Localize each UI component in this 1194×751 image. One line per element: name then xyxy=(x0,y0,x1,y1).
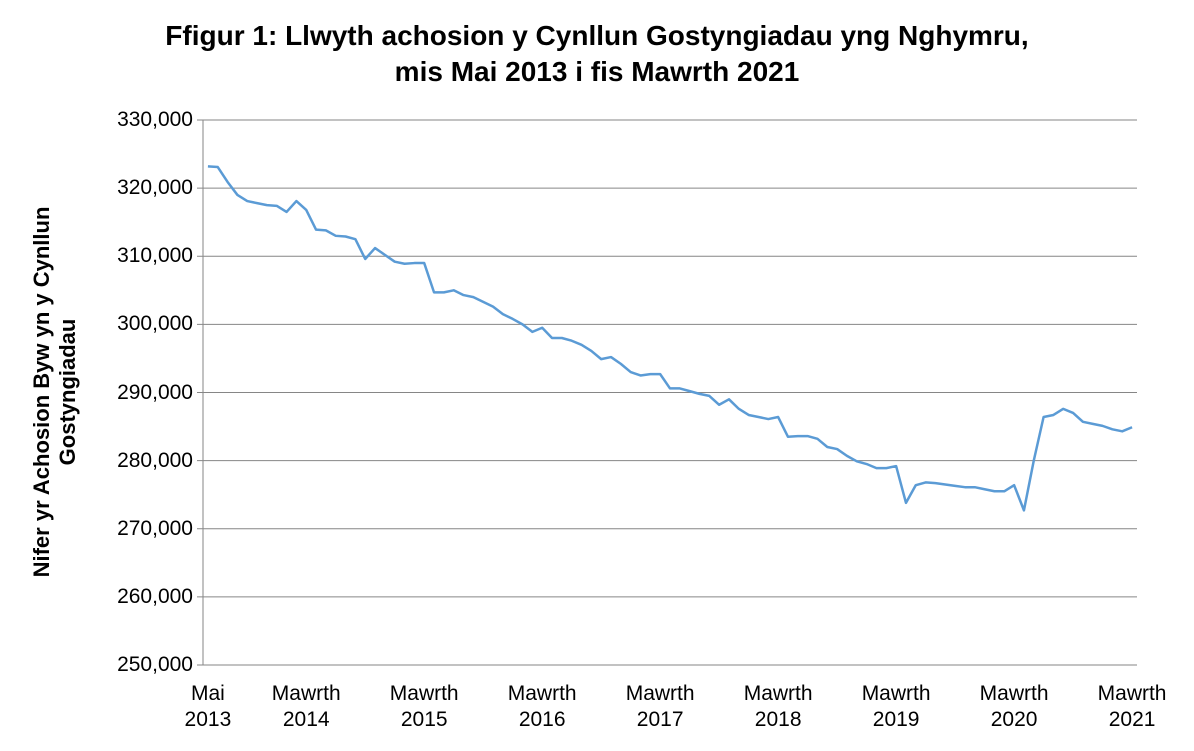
x-tick-label: Mawrth 2014 xyxy=(271,682,341,731)
x-tick-label: Mai 2013 xyxy=(184,682,232,731)
y-tick-label: 330,000 xyxy=(117,108,193,131)
x-tick-label: Mawrth 2016 xyxy=(507,682,577,731)
x-tick-label: Mawrth 2019 xyxy=(861,682,931,731)
y-tick-label: 300,000 xyxy=(117,312,193,336)
y-tick-label: 320,000 xyxy=(117,176,193,200)
x-tick-label: Mawrth 2018 xyxy=(743,682,813,731)
chart-title: Ffigur 1: Llwyth achosion y Cynllun Gost… xyxy=(165,20,1029,87)
y-tick-label: 270,000 xyxy=(117,516,193,540)
y-tick-label: 290,000 xyxy=(117,380,193,404)
x-tick-label: Mawrth 2021 xyxy=(1097,682,1167,731)
y-tick-label: 310,000 xyxy=(117,244,193,268)
y-tick-label: 260,000 xyxy=(117,584,193,608)
x-tick-label: Mawrth 2017 xyxy=(625,682,695,731)
x-tick-label: Mawrth 2020 xyxy=(979,682,1049,731)
x-tick-label: Mawrth 2015 xyxy=(389,682,459,731)
y-tick-label: 250,000 xyxy=(117,653,193,676)
y-tick-label: 280,000 xyxy=(117,448,193,472)
data-line xyxy=(207,165,1133,512)
